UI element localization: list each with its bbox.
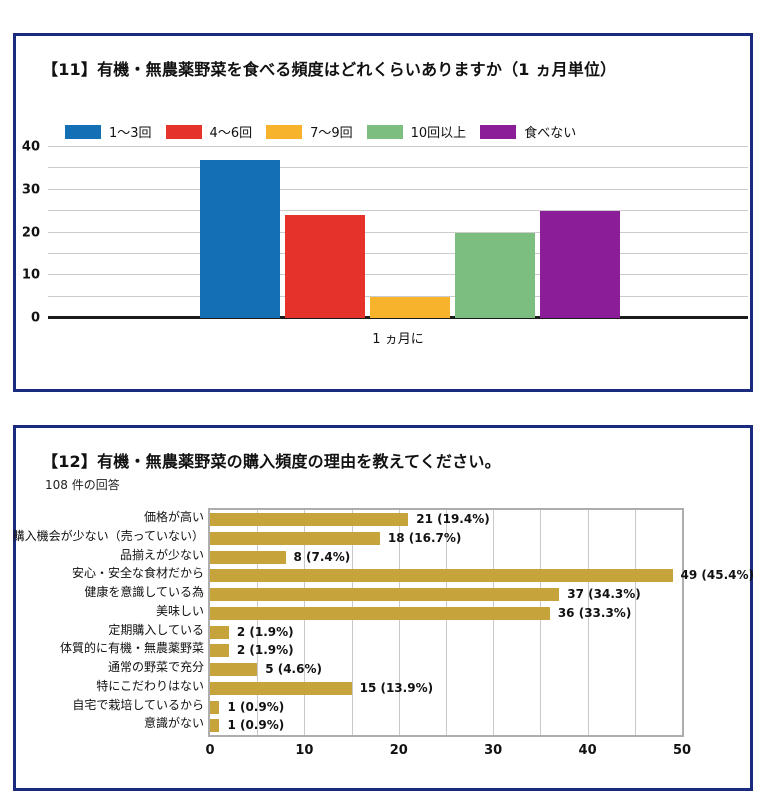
- q11-bar-3: [370, 296, 450, 318]
- gridline: [540, 510, 542, 735]
- q11-x-category-label: 1 ヵ月に: [372, 332, 424, 347]
- q12-value-label: 1 (0.9%): [227, 699, 285, 714]
- gridline: [351, 510, 353, 735]
- q12-category-label: 通常の野菜で充分: [107, 660, 204, 674]
- q12-category-label: 価格が高い: [143, 510, 204, 524]
- q12-category-label: 体質的に有機・無農薬野菜: [59, 641, 204, 656]
- q12-category-label: 美味しい: [155, 603, 204, 618]
- q12-bar-10: [210, 681, 352, 695]
- q12-category-labels: 価格が高い購入機会が少ない（売っていない） 品揃えが少ない安心・安全な食材だから健…: [12, 508, 204, 737]
- q12-category-label: 品揃えが少ない: [119, 547, 204, 562]
- q12-category-label: 健康を意識している為: [84, 585, 204, 599]
- legend-item-4: 10回以上: [366, 122, 467, 141]
- q12-value-label: 37 (34.3%): [567, 587, 641, 601]
- q12-x-axis: 0 10 20 30 40 50: [205, 743, 691, 759]
- q12-bar-9: [210, 663, 258, 676]
- y-axis-tick-label: 10: [21, 267, 40, 283]
- q12-category-label: 購入機会が少ない（売っていない）: [12, 528, 204, 543]
- q12-category-label: 自宅で栽培しているから: [72, 697, 204, 712]
- q12-category-label: 特にこだわりはない: [96, 678, 204, 693]
- q12-plot-area: 21 (19.4%) 18 (16.7%) 8 (7.4%) 49 (45.4%) 37…: [208, 508, 754, 737]
- x-axis-tick-label: 50: [672, 743, 692, 758]
- q12-value-label: 2 (1.9%): [236, 624, 294, 639]
- legend-swatch-icon: [165, 124, 202, 139]
- q12-value-label: 18 (16.7%): [387, 530, 462, 545]
- q11-title: 【11】有機・無農薬野菜を食べる頻度はどれくらいありますか（1 ヵ月単位）: [42, 60, 617, 79]
- question-11-card: 【11】有機・無農薬野菜を食べる頻度はどれくらいありますか（1 ヵ月単位） 1～…: [13, 33, 753, 392]
- legend-item-3: 7～9回: [266, 122, 353, 141]
- y-axis-tick-label: 20: [21, 225, 40, 240]
- x-axis-tick-label: 30: [484, 743, 503, 758]
- q11-bar-1: [200, 159, 280, 318]
- gridline: [48, 274, 748, 276]
- q12-response-count: 108 件の回答: [45, 478, 120, 492]
- q12-bar-6: [210, 606, 550, 620]
- q11-plot-area: 0 10 20 30 40: [22, 140, 748, 326]
- gridline: [587, 510, 589, 735]
- q12-category-label: 安心・安全な食材だから: [71, 566, 204, 581]
- y-axis-tick-label: 0: [30, 310, 40, 326]
- q12-value-label: 49 (45.4%): [680, 568, 755, 583]
- q12-value-label: 2 (1.9%): [236, 643, 294, 658]
- q12-bar-3: [210, 550, 286, 564]
- q11-bar-5: [540, 211, 620, 318]
- q12-bar-5: [210, 588, 560, 601]
- gridline: [48, 146, 748, 147]
- legend-label: 食べない: [524, 126, 577, 141]
- gridline: [48, 167, 748, 169]
- gridline: [304, 510, 306, 735]
- legend-item-1: 1～3回: [65, 122, 152, 141]
- legend-item-5: 食べない: [480, 122, 576, 141]
- q12-value-label: 8 (7.4%): [293, 549, 351, 564]
- q12-bar-12: [210, 719, 220, 733]
- question-12-card: 【12】有機・無農薬野菜の購入頻度の理由を教えてください。 108 件の回答 価…: [12, 425, 754, 791]
- q12-value-label: 15 (13.9%): [359, 680, 434, 695]
- q12-bar-1: [210, 513, 409, 526]
- q12-category-label: 定期購入している: [108, 622, 204, 637]
- gridline: [398, 510, 400, 735]
- q12-category-label: 意識がない: [143, 716, 204, 731]
- gridline: [634, 510, 636, 735]
- y-axis-tick-label: 30: [21, 182, 40, 198]
- q12-bar-11: [210, 700, 220, 714]
- q11-legend: 1～3回 4～6回 7～9回 10回以上 食べない: [65, 122, 590, 141]
- gridline: [48, 295, 748, 297]
- q12-title: 【12】有機・無農薬野菜の購入頻度の理由を教えてください。: [42, 452, 501, 471]
- legend-label: 4～6回: [209, 126, 253, 141]
- legend-label: 7～9回: [310, 126, 353, 141]
- gridline: [48, 252, 748, 254]
- legend-swatch-icon: [266, 124, 303, 139]
- q12-bar-2: [210, 531, 380, 545]
- q12-bar-8: [210, 644, 229, 658]
- x-axis-tick-label: 10: [295, 743, 314, 758]
- legend-label: 1～3回: [109, 126, 152, 141]
- q11-bar-2: [285, 215, 365, 318]
- q12-value-label: 21 (19.4%): [416, 512, 490, 526]
- q12-value-label: 1 (0.9%): [227, 718, 285, 733]
- gridline: [48, 231, 748, 233]
- q12-bar-4: [210, 569, 673, 583]
- gridline: [493, 510, 495, 735]
- legend-item-2: 4～6回: [165, 122, 253, 141]
- legend-swatch-icon: [366, 124, 403, 139]
- legend-label: 10回以上: [410, 126, 467, 141]
- q12-value-label: 36 (33.3%): [557, 605, 632, 620]
- x-axis-tick-label: 20: [389, 743, 408, 758]
- x-axis-tick-label: 0: [205, 743, 215, 758]
- gridline: [257, 510, 259, 735]
- q11-bar-4: [455, 232, 535, 318]
- legend-swatch-icon: [480, 124, 517, 139]
- gridline: [48, 210, 748, 212]
- y-axis-tick-label: 40: [21, 139, 40, 155]
- q12-bar-7: [210, 625, 229, 639]
- gridline: [446, 510, 447, 735]
- gridline: [48, 188, 748, 190]
- q12-value-label: 5 (4.6%): [265, 662, 322, 676]
- legend-swatch-icon: [65, 124, 101, 139]
- x-axis-tick-label: 40: [578, 743, 597, 758]
